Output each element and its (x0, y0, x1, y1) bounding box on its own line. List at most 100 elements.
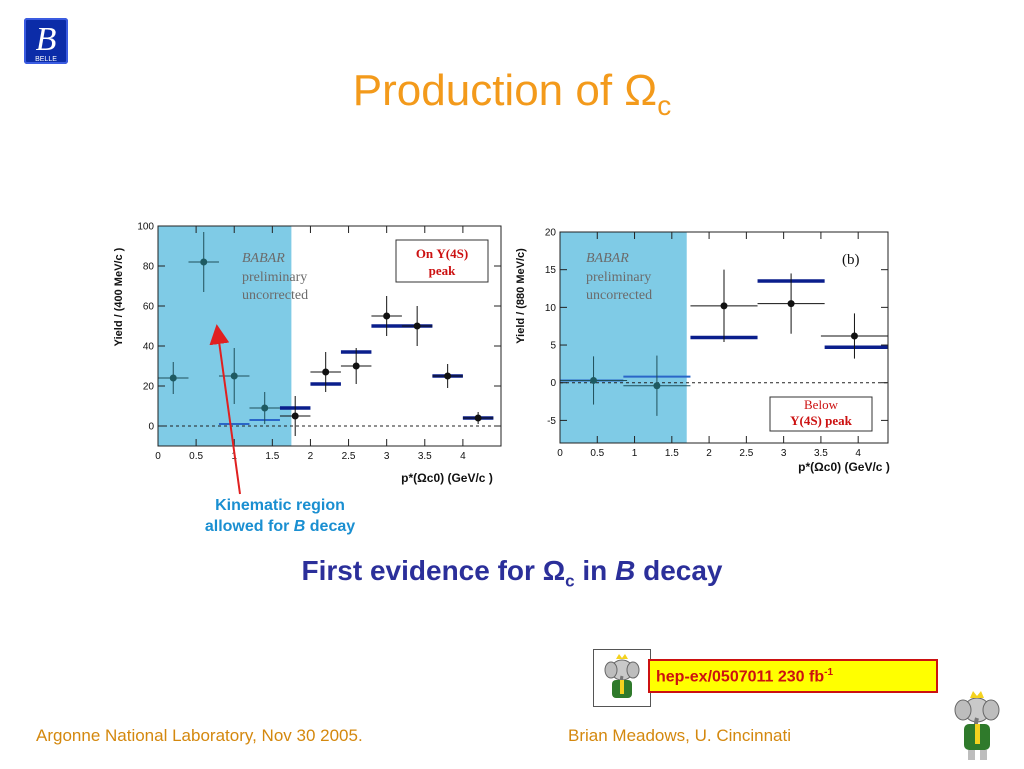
x-tick-label: 3 (384, 451, 390, 462)
watermark-babar: BABAR (242, 251, 285, 266)
x-tick-label: 1 (632, 448, 638, 459)
data-marker (653, 382, 661, 390)
x-tick-label: 2.5 (739, 448, 753, 459)
y-tick-label: 40 (143, 342, 155, 353)
data-point (371, 296, 402, 336)
belle-logo: B BELLE (24, 18, 68, 64)
data-points (560, 269, 888, 416)
x-tick-label: 0.5 (590, 448, 604, 459)
y-tick-label: 20 (545, 228, 557, 239)
data-marker (444, 372, 452, 380)
annotation-line1: Kinematic region (215, 497, 345, 514)
chart-panel-below-peak: 0 0.5 1 1.5 2 2.5 3 3.5 4 -5 0 5 10 15 20 BABAR preli… (515, 228, 890, 475)
data-marker (352, 362, 360, 370)
y-tick-label: 15 (545, 265, 557, 276)
data-marker (200, 258, 208, 266)
x-tick-label: 1.5 (265, 451, 279, 462)
legend-box (769, 396, 873, 432)
belle-b-icon: B BELLE (35, 21, 57, 63)
y-tick-label: 100 (137, 222, 154, 233)
data-marker (230, 372, 238, 380)
reference-box (648, 659, 938, 693)
headline-suffix: decay (635, 555, 723, 586)
data-marker (590, 376, 598, 384)
y-axis-label: Yield / (880 MeV/c) (515, 248, 527, 344)
data-point (310, 352, 341, 392)
headline: First evidence for Ωc in B decay (0, 555, 1024, 592)
y-tick-label: 60 (143, 302, 155, 313)
data-point (279, 396, 311, 436)
x-tick-label: 3 (781, 448, 787, 459)
annotation-line2-prefix: allowed for (204, 518, 294, 535)
annotation-line2-suffix: decay (305, 518, 356, 535)
x-tick-labels: 00.511.522.533.54 (155, 451, 466, 462)
data-point (432, 364, 463, 388)
x-tick-label: 4 (460, 451, 466, 462)
elephant-icon (954, 691, 1000, 760)
y-tick-label: -5 (547, 416, 556, 427)
plot-border (559, 231, 889, 444)
data-marker (322, 368, 330, 376)
x-tick-label: 3.5 (814, 448, 828, 459)
panel-label: (b) (842, 252, 860, 268)
reference-label: hep-ex/0507011 230 fb (656, 668, 825, 686)
data-point (690, 269, 758, 343)
y-tick-label: 10 (545, 303, 557, 314)
y-tick-label: 80 (143, 262, 155, 273)
x-tick-label: 1.5 (665, 448, 679, 459)
reference-text: hep-ex/0507011 230 fb-1 (656, 667, 936, 686)
title-sub: c (657, 89, 672, 121)
x-tick-label: 2 (706, 448, 712, 459)
annotation-line2: allowed for B decay (170, 516, 390, 537)
data-marker (787, 300, 795, 308)
x-tick-label: 4 (855, 448, 861, 459)
data-marker (850, 332, 858, 340)
data-marker (383, 312, 391, 320)
x-tick-label: 3.5 (418, 451, 432, 462)
data-point (820, 313, 888, 359)
y-axis-label: Yield / (400 MeV/c ) (113, 247, 125, 346)
x-tick-label: 0 (557, 448, 563, 459)
annotation-line2-italic: B (293, 518, 306, 535)
elephant-icon (604, 654, 640, 698)
title-prefix: Production of (352, 66, 625, 115)
watermark-preliminary: preliminary (586, 270, 651, 285)
watermark-preliminary: preliminary (242, 270, 307, 285)
y-tick-labels: 0 20 40 60 80 100 (137, 222, 154, 433)
plot-border (157, 225, 502, 447)
data-point (462, 412, 494, 424)
babar-mascot-large (942, 686, 1012, 764)
legend-line2: Υ(4S) peak (790, 413, 853, 428)
x-tick-label: 2 (308, 451, 314, 462)
legend-box (395, 239, 489, 283)
y-tick-label: 5 (550, 341, 556, 352)
footer-left: Argonne National Laboratory, Nov 30 2005… (36, 726, 363, 745)
data-point (401, 306, 433, 346)
annotation-arrow (209, 324, 241, 495)
data-point (340, 348, 372, 384)
data-point (188, 232, 219, 292)
data-marker (261, 404, 269, 412)
data-points (158, 232, 494, 436)
y-tick-label: 0 (148, 422, 154, 433)
x-axis-label: p*(Ωc0) (GeV/c ) (798, 460, 890, 474)
data-marker (413, 322, 421, 330)
x-tick-label: 0.5 (189, 451, 203, 462)
data-marker (474, 414, 482, 422)
y-tick-label: 20 (143, 382, 155, 393)
data-point (560, 356, 628, 405)
headline-prefix: First evidence for (301, 555, 543, 586)
footer-right: Brian Meadows, U. Cincinnati (568, 726, 791, 745)
watermark-babar: BABAR (586, 251, 629, 266)
data-point (158, 362, 189, 394)
headline-mid: in (574, 555, 616, 586)
data-marker (720, 302, 728, 310)
legend-line1: On Υ(4S) (416, 246, 468, 261)
data-point (249, 392, 280, 424)
data-marker (169, 374, 177, 382)
headline-italic: B (615, 555, 636, 586)
svg-text:B: B (36, 21, 57, 58)
watermark-uncorrected: uncorrected (242, 288, 308, 303)
x-tick-label: 2.5 (342, 451, 356, 462)
watermark-uncorrected: uncorrected (586, 288, 652, 303)
